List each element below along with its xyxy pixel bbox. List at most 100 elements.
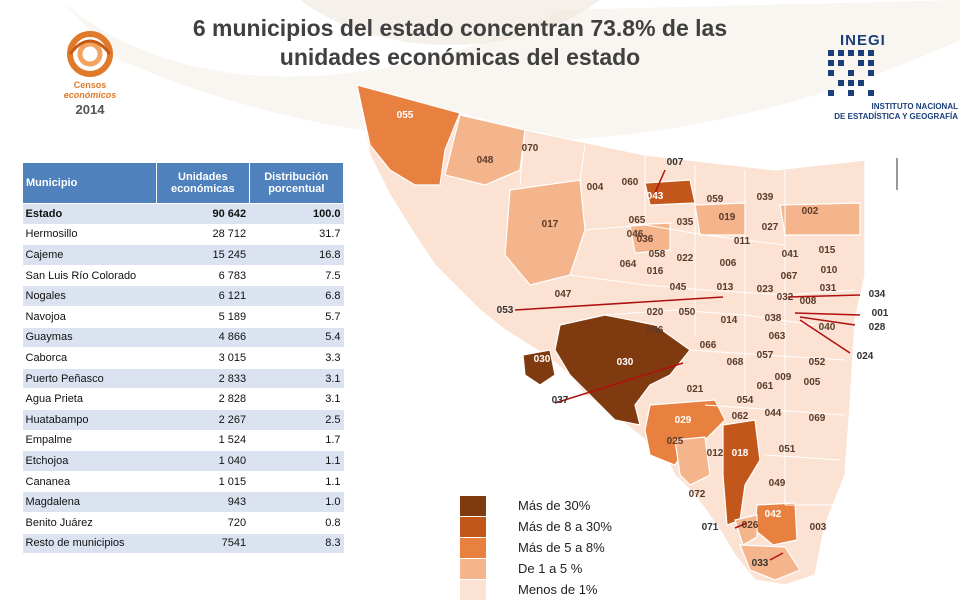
legend-row: Más de 30% bbox=[460, 496, 660, 516]
legend-swatch bbox=[460, 538, 486, 558]
inegi-logo-line1: INSTITUTO NACIONAL bbox=[871, 102, 958, 111]
municipio-code-label: 061 bbox=[757, 381, 774, 392]
cell-distribucion: 2.5 bbox=[249, 409, 344, 431]
municipio-code-label: 032 bbox=[777, 292, 794, 303]
table-row: Cananea 1 015 1.1 bbox=[22, 471, 344, 493]
municipio-code-label: 021 bbox=[687, 384, 704, 395]
censos-logo-year: 2014 bbox=[75, 102, 105, 117]
region-055 bbox=[356, 84, 461, 186]
cell-distribucion: 1.1 bbox=[249, 471, 344, 493]
municipio-code-label: 043 bbox=[647, 191, 664, 202]
legend-label: De 1 a 5 % bbox=[518, 561, 583, 576]
table-row: Puerto Peñasco 2 833 3.1 bbox=[22, 368, 344, 390]
table-header-row: Municipio Unidades económicas Distribuci… bbox=[21, 162, 345, 204]
municipio-code-label: 059 bbox=[707, 194, 724, 205]
cell-municipio: Cajeme bbox=[22, 244, 157, 266]
municipio-code-label: 049 bbox=[769, 478, 786, 489]
municipio-code-label: 030 bbox=[534, 354, 551, 365]
map-legend: Más de 30% Más de 8 a 30% Más de 5 a 8% … bbox=[460, 496, 660, 600]
municipio-code-label: 012 bbox=[707, 448, 724, 459]
cell-unidades: 943 bbox=[156, 491, 250, 513]
municipio-code-label: 045 bbox=[670, 282, 687, 293]
table-row: Agua Prieta 2 828 3.1 bbox=[22, 388, 344, 410]
municipio-code-label: 048 bbox=[477, 155, 494, 166]
cell-unidades: 90 642 bbox=[156, 203, 250, 225]
cell-municipio: Cananea bbox=[22, 471, 157, 493]
page-title: 6 municipios del estado concentran 73.8%… bbox=[192, 15, 728, 70]
inegi-logo-word: INEGI bbox=[840, 32, 886, 49]
cell-distribucion: 1.0 bbox=[249, 491, 344, 513]
cell-municipio: Puerto Peñasco bbox=[22, 368, 157, 390]
municipio-code-label: 030 bbox=[617, 357, 634, 368]
table-row: Estado 90 642 100.0 bbox=[22, 203, 344, 225]
municipio-code-label: 047 bbox=[555, 289, 572, 300]
cell-distribucion: 5.4 bbox=[249, 327, 344, 349]
callout-arrows bbox=[514, 169, 861, 561]
municipio-code-label: 004 bbox=[587, 182, 604, 193]
cell-unidades: 1 524 bbox=[156, 430, 250, 452]
region-036 bbox=[629, 222, 671, 254]
censos-logo-line2: económicos bbox=[63, 90, 117, 100]
municipio-code-label: 031 bbox=[820, 283, 837, 294]
table-row: Guaymas 4 866 5.4 bbox=[22, 327, 344, 349]
table-row: Etchojoa 1 040 1.1 bbox=[22, 450, 344, 472]
municipio-code-label: 068 bbox=[727, 357, 744, 368]
censos-swirl-icon bbox=[67, 31, 113, 77]
municipio-code-label: 028 bbox=[869, 322, 886, 333]
table-row: Nogales 6 121 6.8 bbox=[22, 285, 344, 307]
cell-distribucion: 0.8 bbox=[249, 512, 344, 534]
municipio-code-label: 009 bbox=[775, 372, 792, 383]
cell-distribucion: 7.5 bbox=[249, 265, 344, 287]
table-row: Benito Juárez 720 0.8 bbox=[22, 512, 344, 534]
municipio-code-label: 066 bbox=[700, 340, 717, 351]
municipio-code-label: 029 bbox=[675, 415, 692, 426]
cell-municipio: Nogales bbox=[22, 285, 157, 307]
municipio-code-label: 051 bbox=[779, 444, 796, 455]
cell-unidades: 2 267 bbox=[156, 409, 250, 431]
municipio-code-label: 054 bbox=[737, 395, 754, 406]
municipio-code-label: 003 bbox=[810, 522, 827, 533]
censos-logo: Censos económicos 2014 bbox=[50, 28, 130, 123]
cell-municipio: Caborca bbox=[22, 347, 157, 369]
cell-municipio: Etchojoa bbox=[22, 450, 157, 472]
region-026 bbox=[734, 514, 758, 546]
region-018 bbox=[722, 419, 761, 526]
header-distribucion: Distribución porcentual bbox=[248, 162, 345, 204]
region-025 bbox=[674, 436, 711, 486]
municipio-code-label: 017 bbox=[542, 219, 559, 230]
municipio-code-label: 019 bbox=[719, 212, 736, 223]
municipio-code-label: 038 bbox=[765, 313, 782, 324]
municipio-code-label: 013 bbox=[717, 282, 734, 293]
region-002 bbox=[779, 202, 861, 236]
legend-label: Más de 30% bbox=[518, 498, 591, 513]
region-048 bbox=[444, 114, 526, 186]
cell-distribucion: 1.1 bbox=[249, 450, 344, 472]
municipio-code-label: 036 bbox=[637, 234, 654, 245]
cell-municipio: Hermosillo bbox=[22, 224, 157, 246]
cell-distribucion: 3.1 bbox=[249, 368, 344, 390]
inegi-logo-line2: DE ESTADÍSTICA Y GEOGRAFÍA bbox=[834, 112, 958, 121]
municipio-code-label: 034 bbox=[869, 289, 886, 300]
municipio-code-label: 053 bbox=[497, 305, 514, 316]
municipio-code-label: 060 bbox=[622, 177, 639, 188]
table-row: Cajeme 15 245 16.8 bbox=[22, 244, 344, 266]
municipio-code-label: 006 bbox=[720, 258, 737, 269]
municipio-code-label: 072 bbox=[689, 489, 706, 500]
municipio-code-label: 063 bbox=[769, 331, 786, 342]
legend-row: Más de 8 a 30% bbox=[460, 517, 660, 537]
header-unidades: Unidades económicas bbox=[156, 162, 250, 204]
cell-unidades: 15 245 bbox=[156, 244, 250, 266]
inegi-dots-icon bbox=[828, 50, 874, 96]
municipio-code-label: 037 bbox=[552, 395, 569, 406]
municipio-code-label: 033 bbox=[752, 558, 769, 569]
municipio-code-label: 018 bbox=[732, 448, 749, 459]
map-labels: 055 070 048 004 060 007 043 059 039 002 065 035 019 0… bbox=[397, 110, 889, 569]
table-row: Resto de municipios 7541 8.3 bbox=[22, 533, 344, 555]
municipio-code-label: 020 bbox=[647, 307, 664, 318]
cell-unidades: 2 833 bbox=[156, 368, 250, 390]
municipios-table: Municipio Unidades económicas Distribuci… bbox=[21, 162, 345, 555]
cell-municipio: Resto de municipios bbox=[22, 533, 157, 555]
cell-distribucion: 8.3 bbox=[249, 533, 344, 555]
legend-swatch bbox=[460, 496, 486, 516]
